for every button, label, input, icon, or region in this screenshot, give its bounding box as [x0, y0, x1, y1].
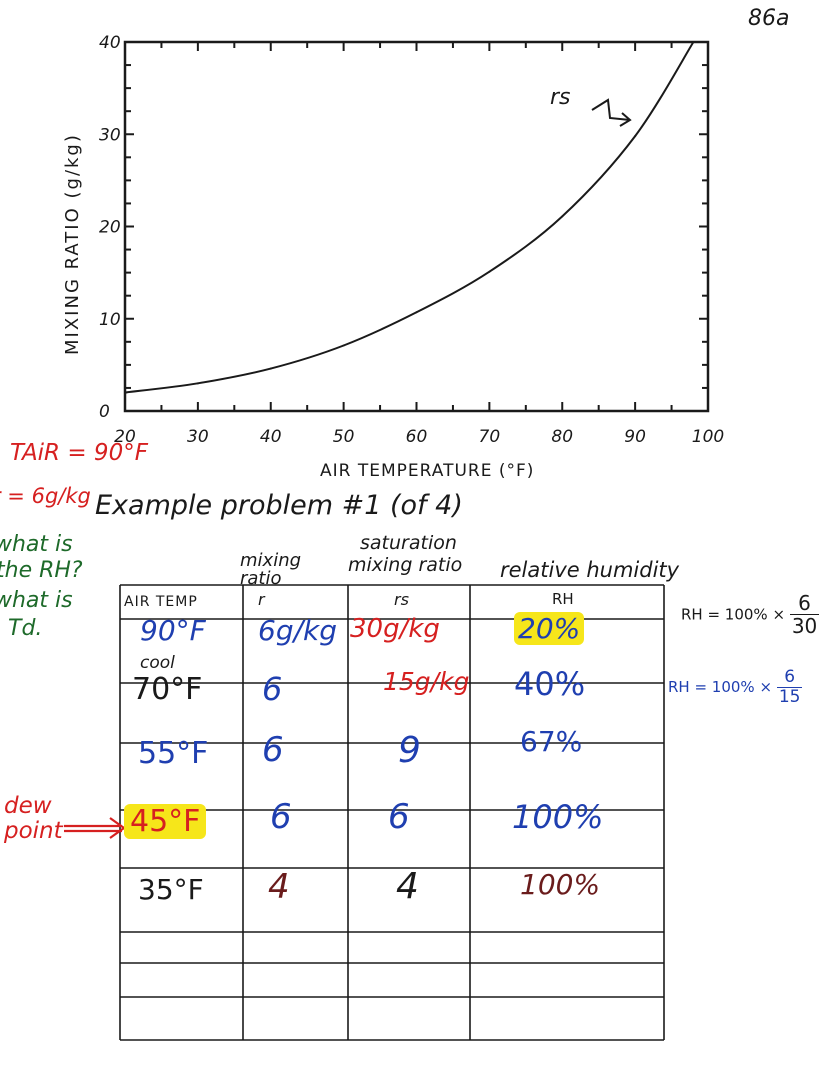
x-tick-label: 50: [333, 427, 355, 447]
curve-point: [415, 311, 418, 314]
mixing-ratio-chart: 0 10 20 30 40 20 30 40 50 60 70 80 90 100 rs MIXING …: [62, 33, 724, 481]
row1-temp: 90°F: [140, 614, 206, 647]
relative-humidity-label: relative humidity: [500, 558, 680, 582]
y-tick-label: 40: [99, 33, 121, 53]
x-tick-label: 100: [692, 427, 724, 447]
curve-point: [488, 270, 491, 273]
formula-2-fraction: 6 15: [776, 668, 803, 707]
header-air-temp: AIR TEMP: [124, 594, 198, 610]
dew-point-label-1: dew: [4, 793, 52, 819]
row5-rh: 100%: [520, 868, 601, 901]
formula-1-den: 30: [791, 614, 818, 638]
curve-point: [634, 135, 637, 138]
row4-rh: 100%: [512, 798, 604, 836]
curve-point: [124, 391, 126, 394]
curve-point: [692, 41, 695, 43]
dew-point-label-2: point: [4, 818, 63, 844]
row2-rh: 40%: [514, 665, 586, 703]
row1-r: 6g/kg: [258, 614, 338, 647]
formula-2-den: 15: [778, 686, 801, 707]
x-axis-label: AIR TEMPERATURE (°F): [320, 461, 534, 481]
row2-rs: 15g/kg: [383, 667, 470, 696]
row3-temp: 55°F: [138, 736, 209, 771]
curve-label: rs: [550, 85, 571, 110]
x-tick-label: 40: [260, 427, 282, 447]
formula-2-num: 6: [776, 668, 803, 688]
row1-rs: 30g/kg: [350, 614, 440, 644]
row3-rs: 9: [398, 730, 421, 771]
row1-rh: 20%: [514, 612, 585, 645]
y-tick-label: 10: [99, 310, 121, 330]
y-axis-label: MIXING RATIO (g/kg): [62, 133, 83, 355]
curve-point: [196, 382, 199, 385]
curve-point: [342, 344, 345, 347]
rs-curve: [124, 41, 695, 394]
row2-note: cool: [140, 653, 175, 673]
given-r: r = 6g/kg: [0, 484, 91, 508]
row4-temp: 45°F: [124, 804, 207, 839]
row5-temp: 35°F: [138, 873, 204, 906]
formula-rh-15: RH = 100% × 6 15: [668, 668, 803, 707]
formula-1-prefix: RH = 100% ×: [681, 605, 786, 624]
saturation-mixing-label: mixing ratio: [348, 554, 463, 576]
x-tick-label: 80: [551, 427, 573, 447]
x-tick-label: 90: [624, 427, 646, 447]
row4-rs: 6: [388, 797, 410, 837]
row5-r: 4: [268, 867, 290, 907]
formula-2-prefix: RH = 100% ×: [668, 678, 773, 697]
curve-label-arrow: [591, 98, 632, 127]
dew-point-arrow: [64, 817, 126, 839]
question-td-2: Td.: [8, 616, 43, 641]
formula-1-num: 6: [789, 592, 819, 615]
header-rs: rs: [394, 590, 409, 609]
y-tick-label: 0: [99, 402, 110, 422]
question-rh-1: what is: [0, 532, 73, 557]
header-r: r: [258, 590, 265, 609]
question-td-1: what is: [0, 588, 73, 613]
curve-point: [561, 215, 564, 218]
saturation-label: saturation: [360, 532, 457, 554]
y-tick-label: 20: [99, 218, 121, 238]
x-tick-label: 20: [114, 427, 136, 447]
example-title: Example problem #1 (of 4): [95, 490, 463, 521]
row5-rs: 4: [396, 866, 419, 907]
row3-rh: 67%: [520, 725, 583, 758]
formula-rh-30: RH = 100% × 6 30: [681, 592, 819, 637]
row2-temp: 70°F: [132, 672, 203, 707]
mixing-ratio-label: mixing ratio: [240, 550, 302, 589]
curve-point: [269, 367, 272, 370]
page-number: 86a: [748, 6, 790, 31]
x-tick-labels: 20 30 40 50 60 70 80 90 100: [114, 427, 724, 447]
formula-1-fraction: 6 30: [789, 592, 819, 638]
row3-r: 6: [262, 730, 284, 770]
x-tick-label: 70: [479, 427, 501, 447]
given-tair: TAiR = 90°F: [10, 440, 148, 466]
y-tick-labels: 0 10 20 30 40: [99, 33, 121, 422]
row4-r: 6: [270, 797, 292, 837]
x-tick-label: 30: [187, 427, 209, 447]
axis-ticks: [124, 41, 709, 412]
x-tick-label: 60: [406, 427, 428, 447]
y-tick-label: 30: [99, 125, 121, 145]
row2-r: 6: [262, 670, 283, 708]
header-rh: RH: [552, 590, 574, 608]
question-rh-2: the RH?: [0, 558, 83, 583]
